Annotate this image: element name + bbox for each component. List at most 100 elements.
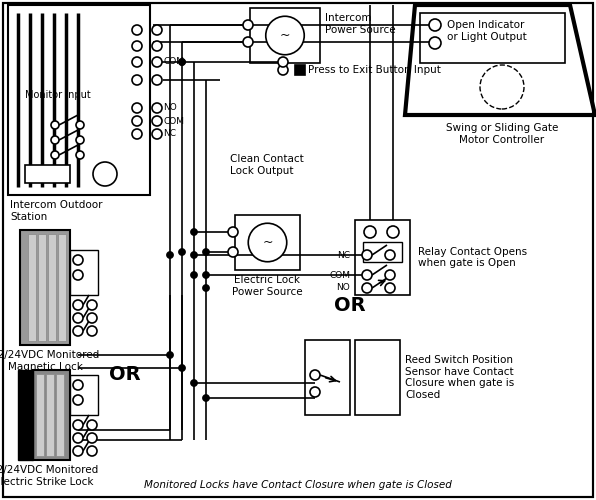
Circle shape <box>178 58 185 66</box>
Circle shape <box>278 57 288 67</box>
Text: NC: NC <box>163 130 176 138</box>
Circle shape <box>203 394 210 402</box>
Circle shape <box>166 252 173 258</box>
Circle shape <box>310 370 320 380</box>
Circle shape <box>87 420 97 430</box>
Circle shape <box>178 58 185 66</box>
Bar <box>420 13 565 63</box>
Circle shape <box>228 227 238 237</box>
Bar <box>295 65 305 75</box>
Circle shape <box>191 380 197 386</box>
Bar <box>56 374 64 456</box>
Circle shape <box>385 270 395 280</box>
Circle shape <box>152 129 162 139</box>
Circle shape <box>132 41 142 51</box>
Text: Electric Lock
Power Source: Electric Lock Power Source <box>232 275 303 296</box>
Circle shape <box>152 25 162 35</box>
Circle shape <box>243 37 253 47</box>
Circle shape <box>178 364 185 372</box>
Text: COM: COM <box>329 270 350 280</box>
Circle shape <box>51 121 59 129</box>
Circle shape <box>132 75 142 85</box>
Bar <box>363 242 402 262</box>
Bar <box>28 234 36 341</box>
Circle shape <box>87 446 97 456</box>
Text: 12/24VDC Monitored
Magnetic Lock: 12/24VDC Monitored Magnetic Lock <box>0 350 99 372</box>
Bar <box>8 5 150 195</box>
Text: Reed Switch Position
Sensor have Contact
Closure when gate is
Closed: Reed Switch Position Sensor have Contact… <box>405 355 514 400</box>
Bar <box>38 234 46 341</box>
Circle shape <box>132 103 142 113</box>
Circle shape <box>191 252 197 258</box>
Circle shape <box>87 433 97 443</box>
Circle shape <box>73 255 83 265</box>
Text: Relay Contact Opens
when gate is Open: Relay Contact Opens when gate is Open <box>418 246 527 268</box>
Circle shape <box>364 226 376 238</box>
Circle shape <box>132 57 142 67</box>
Circle shape <box>73 270 83 280</box>
Circle shape <box>73 420 83 430</box>
Circle shape <box>385 250 395 260</box>
Circle shape <box>249 223 287 262</box>
Circle shape <box>310 387 320 397</box>
Text: Intercom
Power Source: Intercom Power Source <box>325 13 396 34</box>
Circle shape <box>73 395 83 405</box>
Circle shape <box>93 162 117 186</box>
Bar <box>355 220 410 295</box>
Circle shape <box>76 121 84 129</box>
Text: Press to Exit Button Input: Press to Exit Button Input <box>308 65 441 75</box>
Bar <box>250 8 320 63</box>
Circle shape <box>87 326 97 336</box>
Circle shape <box>76 136 84 144</box>
Circle shape <box>152 41 162 51</box>
Circle shape <box>132 116 142 126</box>
Circle shape <box>166 352 173 358</box>
Circle shape <box>243 20 253 30</box>
Circle shape <box>362 270 372 280</box>
Circle shape <box>152 116 162 126</box>
Bar <box>18 370 33 460</box>
Bar <box>58 234 66 341</box>
Circle shape <box>385 283 395 293</box>
Text: Monitored Locks have Contact Closure when gate is Closed: Monitored Locks have Contact Closure whe… <box>144 480 452 490</box>
Bar <box>25 165 70 183</box>
Circle shape <box>51 151 59 159</box>
Circle shape <box>132 129 142 139</box>
Circle shape <box>203 272 210 278</box>
Circle shape <box>266 16 304 54</box>
Circle shape <box>73 313 83 323</box>
Bar <box>355 340 400 415</box>
Text: COM: COM <box>163 116 184 126</box>
Circle shape <box>73 433 83 443</box>
Circle shape <box>152 103 162 113</box>
Bar <box>70 250 98 295</box>
Circle shape <box>73 326 83 336</box>
Text: NO: NO <box>163 104 177 112</box>
Circle shape <box>429 19 441 31</box>
Bar <box>20 230 70 345</box>
Circle shape <box>73 380 83 390</box>
Bar <box>235 215 300 270</box>
Circle shape <box>76 151 84 159</box>
Circle shape <box>278 65 288 75</box>
Circle shape <box>203 248 210 256</box>
Circle shape <box>387 226 399 238</box>
Circle shape <box>152 57 162 67</box>
Text: ~: ~ <box>262 236 273 249</box>
Polygon shape <box>405 5 595 115</box>
Bar <box>33 370 70 460</box>
Text: Swing or Sliding Gate
Motor Controller: Swing or Sliding Gate Motor Controller <box>446 123 558 144</box>
Bar <box>36 374 44 456</box>
Text: OR: OR <box>334 296 366 315</box>
Text: Intercom Outdoor
Station: Intercom Outdoor Station <box>10 200 103 222</box>
Text: Monitor Input: Monitor Input <box>25 90 91 100</box>
Bar <box>305 340 350 415</box>
Circle shape <box>228 247 238 257</box>
Circle shape <box>73 446 83 456</box>
Text: ~: ~ <box>280 29 290 42</box>
Circle shape <box>362 250 372 260</box>
Text: Clean Contact
Lock Output: Clean Contact Lock Output <box>230 154 304 176</box>
Text: NC: NC <box>337 250 350 260</box>
Text: NO: NO <box>336 284 350 292</box>
Circle shape <box>132 25 142 35</box>
